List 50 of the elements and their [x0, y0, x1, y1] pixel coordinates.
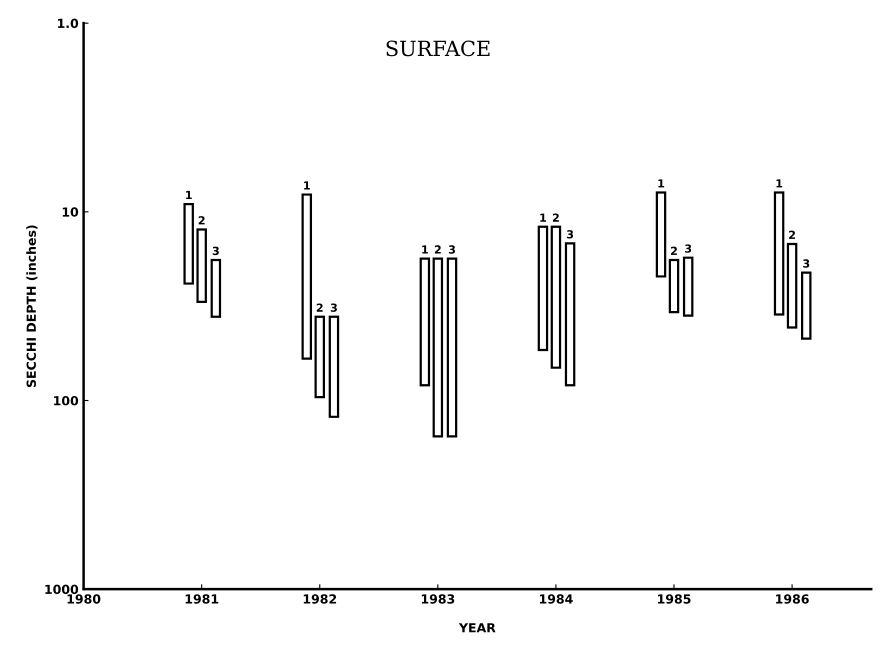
bar [774, 191, 784, 316]
text: 2 [789, 230, 795, 239]
bar [183, 203, 194, 285]
text: SURFACE [386, 40, 490, 56]
text: 3 [448, 245, 455, 254]
text: 2 [198, 216, 205, 224]
text: 3 [566, 230, 574, 238]
text: 2 [434, 245, 441, 254]
text: 2 [316, 303, 323, 312]
text: 3 [803, 259, 810, 268]
bar [786, 242, 798, 329]
series-label: 2 [671, 246, 677, 255]
bar [446, 258, 458, 438]
y-tick-label: 100 [54, 396, 78, 406]
bar [564, 242, 576, 386]
bar [538, 226, 548, 352]
text: 1 [658, 179, 664, 188]
bar [302, 193, 312, 360]
text: 1 [540, 214, 546, 222]
x-tick-label: 1980 [68, 594, 100, 604]
bar [196, 228, 207, 303]
bar [328, 316, 340, 418]
y-tick-label: 1000 [45, 584, 78, 594]
text: 1 [304, 181, 310, 190]
bar [420, 258, 430, 386]
y-tick-label: 1.0 [58, 18, 78, 28]
text: 3 [685, 244, 692, 253]
y-tick-label: 10 [62, 207, 78, 217]
x-tick-label: 1983 [422, 594, 454, 604]
series-label: 3 [212, 246, 219, 256]
bar [682, 256, 694, 317]
x-axis-title: YEAR [458, 623, 496, 632]
text: 2 [552, 213, 559, 222]
x-tick-label: 1981 [186, 594, 218, 604]
x-tick-label: 1985 [658, 594, 691, 604]
bar [550, 226, 562, 369]
bar [656, 191, 666, 278]
text: 3 [330, 303, 337, 312]
x-tick-label: 1986 [776, 594, 809, 604]
x-tick-label: 1984 [540, 594, 573, 604]
bar [668, 258, 680, 314]
bar [314, 316, 326, 398]
y-axis-title: SECCHI DEPTH (inches) [26, 225, 38, 388]
series-label: 1 [186, 190, 192, 200]
bar [432, 258, 444, 438]
text: 1 [776, 179, 782, 188]
bar [210, 258, 222, 318]
text: 1 [422, 245, 428, 254]
bar [801, 272, 812, 340]
x-tick-label: 1982 [304, 594, 336, 604]
